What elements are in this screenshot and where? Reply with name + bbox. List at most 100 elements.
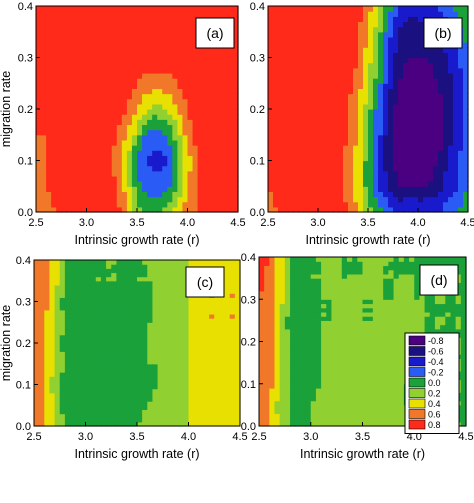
heatmap-cell: [403, 201, 409, 208]
heatmap-cell: [463, 88, 469, 95]
heatmap-cell: [214, 384, 220, 390]
heatmap-cell: [463, 62, 469, 69]
heatmap-cell: [116, 347, 123, 352]
heatmap-cell: [333, 124, 339, 131]
heatmap-cell: [81, 181, 88, 187]
heatmap-cell: [121, 347, 128, 352]
heatmap-cell: [41, 109, 47, 115]
heatmap-cell: [229, 313, 236, 319]
heatmap-cell: [203, 380, 210, 386]
heatmap-cell: [358, 196, 364, 203]
heatmap-cell: [363, 170, 369, 177]
heatmap-cell: [348, 150, 354, 156]
heatmap-cell: [197, 47, 204, 53]
heatmap-cell: [222, 119, 229, 126]
heatmap-cell: [343, 201, 349, 208]
heatmap-cell: [86, 72, 93, 79]
heatmap-cell: [64, 301, 71, 307]
heatmap-cell: [193, 355, 200, 361]
heatmap-cell: [75, 289, 81, 294]
heatmap-cell: [121, 186, 128, 192]
heatmap-cell: [353, 83, 359, 89]
heatmap-cell: [428, 57, 434, 64]
heatmap-cell: [44, 401, 51, 406]
heatmap-cell: [403, 165, 409, 172]
heatmap-cell: [323, 62, 329, 69]
heatmap-cell: [95, 401, 102, 406]
heatmap-cell: [293, 134, 299, 141]
heatmap-cell: [111, 145, 118, 151]
heatmap-cell: [121, 367, 128, 373]
heatmap-cell: [126, 170, 133, 177]
heatmap-cell: [41, 181, 47, 187]
heatmap-cell: [172, 98, 178, 105]
heatmap-cell: [443, 11, 449, 17]
heatmap-cell: [178, 388, 184, 394]
heatmap-cell: [303, 206, 309, 213]
heatmap-cell: [318, 52, 324, 59]
heatmap-cell: [100, 380, 107, 386]
heatmap-cell: [413, 21, 419, 28]
heatmap-cell: [318, 6, 324, 12]
heatmap-cell: [121, 309, 128, 315]
heatmap-cell: [177, 93, 184, 100]
heatmap-cell: [126, 57, 133, 64]
heatmap-cell: [313, 181, 319, 187]
heatmap-cell: [101, 67, 108, 74]
heatmap-cell: [368, 72, 374, 79]
heatmap-cell: [111, 313, 117, 319]
heatmap-cell: [188, 363, 195, 369]
heatmap-cell: [70, 309, 76, 315]
heatmap-cell: [209, 351, 215, 357]
heatmap-cell: [423, 129, 429, 136]
heatmap-cell: [232, 103, 239, 110]
heatmap-cell: [219, 322, 226, 327]
heatmap-cell: [34, 421, 40, 427]
heatmap-cell: [338, 155, 344, 162]
heatmap-cell: [187, 83, 194, 89]
heatmap-cell: [293, 124, 299, 131]
heatmap-cell: [90, 367, 97, 373]
x-tick-label: 3.0: [78, 431, 93, 443]
heatmap-cell: [71, 42, 77, 48]
heatmap-cell: [80, 276, 87, 282]
heatmap-cell: [142, 155, 148, 162]
heatmap-cell: [126, 313, 133, 319]
heatmap-cell: [264, 379, 270, 385]
heatmap-cell: [234, 347, 241, 352]
heatmap-cell: [259, 261, 265, 267]
heatmap-cell: [264, 269, 270, 275]
heatmap-cell: [423, 93, 429, 100]
heatmap-cell: [408, 119, 414, 126]
heatmap-cell: [116, 413, 123, 419]
heatmap-cell: [116, 181, 123, 187]
heatmap-cell: [157, 380, 164, 386]
heatmap-cell: [91, 155, 98, 162]
heatmap-cell: [116, 78, 123, 84]
heatmap-cell: [80, 305, 87, 311]
heatmap-cell: [182, 139, 189, 146]
heatmap-cell: [51, 11, 57, 17]
heatmap-cell: [373, 191, 379, 198]
heatmap-cell: [403, 98, 409, 105]
heatmap-cell: [373, 145, 379, 151]
heatmap-cell: [408, 103, 414, 110]
heatmap-cell: [383, 119, 389, 126]
heatmap-cell: [66, 170, 72, 177]
heatmap-cell: [131, 380, 138, 386]
heatmap-cell: [91, 36, 98, 43]
heatmap-cell: [101, 11, 108, 17]
heatmap-cell: [283, 52, 289, 59]
heatmap-cell: [313, 47, 319, 53]
heatmap-cell: [333, 62, 339, 69]
heatmap-cell: [212, 201, 219, 208]
heatmap-cell: [106, 355, 112, 361]
heatmap-cell: [101, 36, 108, 43]
heatmap-cell: [116, 293, 123, 298]
heatmap-cell: [203, 417, 210, 423]
heatmap-cell: [358, 57, 364, 64]
heatmap-cell: [453, 150, 459, 156]
heatmap-cell: [214, 372, 220, 377]
heatmap-cell: [91, 98, 98, 105]
heatmap-cell: [137, 36, 143, 43]
